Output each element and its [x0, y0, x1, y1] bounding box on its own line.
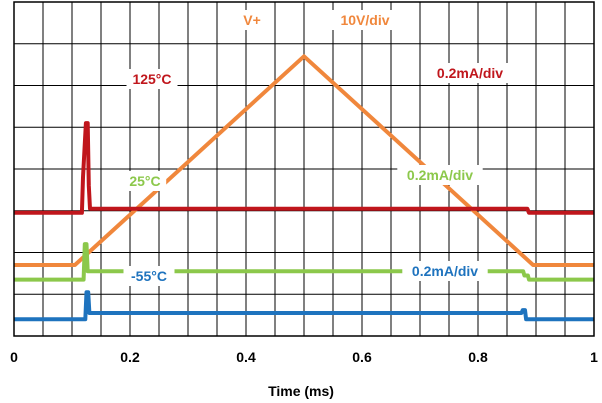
annotation-background [402, 261, 488, 281]
annotation-background [427, 63, 513, 83]
trace-125-c [14, 121, 594, 215]
annotation-background [126, 69, 178, 89]
annotation-label: 125°C [132, 71, 171, 87]
x-tick-label: 0.8 [468, 349, 488, 365]
annotation-label: 0.2mA/div [407, 167, 473, 183]
plot-frame [13, 1, 595, 337]
x-tick-label: 0 [10, 349, 18, 365]
annotation-background [239, 10, 265, 30]
traces [14, 54, 594, 322]
x-tick-label: 1 [590, 349, 598, 365]
x-tick-label: 0.4 [236, 349, 256, 365]
annotation-background [397, 165, 483, 185]
annotation-label: V+ [243, 12, 261, 28]
annotation-label: 0.2mA/div [437, 65, 503, 81]
x-axis-label: Time (ms) [268, 383, 334, 399]
annotation-label: 0.2mA/div [412, 263, 478, 279]
annotation-label: 10V/div [340, 12, 389, 28]
trace-55-c [14, 290, 594, 322]
annotation-background [330, 10, 400, 30]
annotation-label: 25°C [129, 173, 160, 189]
annotation-label: -55°C [131, 268, 167, 284]
annotation-background [123, 266, 175, 286]
trace-annotations: V+ 10V/div 125°C 0.2mA/div 25°C 0.2mA/div -55°… [123, 10, 513, 286]
x-tick-label: 0.2 [120, 349, 140, 365]
plot-grid [14, 2, 594, 336]
annotation-background [123, 171, 167, 191]
x-tick-labels: 0 0.2 0.4 0.6 0.8 1 [10, 349, 598, 365]
trace-25-c [14, 242, 594, 282]
x-tick-label: 0.6 [352, 349, 372, 365]
trace-v [14, 54, 594, 267]
